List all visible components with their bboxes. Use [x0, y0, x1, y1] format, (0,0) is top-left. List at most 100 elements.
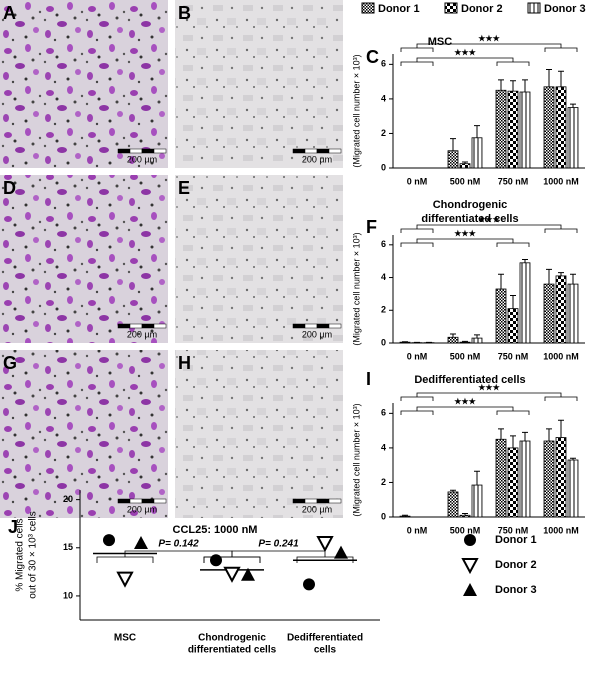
scale-bar: [153, 498, 167, 504]
y-tick-label: 4: [381, 272, 386, 282]
error-bar: [498, 428, 504, 440]
bar: [459, 163, 471, 169]
y-tick-label: 20: [63, 494, 73, 504]
data-point: [134, 535, 148, 549]
bar: [459, 341, 471, 344]
scale-bar: [292, 148, 306, 154]
data-point: [316, 535, 334, 553]
p-value: P= 0.142: [158, 539, 199, 550]
scale-bar: [117, 323, 131, 329]
micrograph: [175, 0, 343, 168]
legend-swatch: [527, 2, 541, 14]
micrograph: [175, 175, 343, 343]
x-tick-label: 0 nM: [407, 525, 428, 535]
chart-title: CCL25: 1000 nM: [173, 524, 258, 536]
panel-label: J: [8, 517, 18, 537]
error-bar: [450, 138, 456, 151]
error-bar: [546, 268, 552, 285]
scale-bar: [141, 323, 155, 329]
bar: [519, 440, 531, 518]
panel-label: G: [3, 353, 17, 373]
scale-bar-label: 200 µm: [127, 154, 157, 164]
y-tick-label: 6: [381, 239, 386, 249]
bar: [543, 86, 555, 169]
x-tick-label: MSC: [114, 633, 136, 644]
error-bar: [498, 273, 504, 289]
legend-swatch: [444, 2, 458, 14]
error-bar: [510, 80, 516, 92]
scale-bar: [153, 323, 167, 329]
y-axis-label: (Migrated cell number × 10³): [351, 403, 361, 516]
significance-bracket: [400, 238, 530, 247]
x-tick-label: 1000 nM: [543, 525, 579, 535]
error-bar: [462, 340, 468, 343]
bar: [495, 89, 507, 169]
y-tick-label: 0: [381, 337, 386, 347]
scale-bar-label: 200 µm: [127, 329, 157, 339]
significance-label: ★★★: [454, 48, 476, 57]
micrograph: [0, 175, 168, 343]
y-tick-label: 0: [381, 511, 386, 521]
chart-title: MSC: [428, 36, 453, 48]
significance-bracket: [400, 43, 578, 52]
error-bar: [570, 457, 576, 460]
data-point: [116, 571, 134, 588]
panel-label: E: [178, 178, 190, 198]
y-axis-label: (Migrated cell number × 10³): [351, 54, 361, 167]
scale-bar: [117, 498, 131, 504]
bar: [567, 283, 579, 344]
error-bar: [522, 79, 528, 92]
error-bar: [510, 295, 516, 309]
bar: [471, 137, 483, 169]
legend-label: Donor 2: [495, 559, 537, 571]
y-tick-label: 0: [381, 162, 386, 172]
bar: [555, 86, 567, 169]
error-bar: [570, 103, 576, 108]
y-axis-label: (Migrated cell number × 10³): [351, 232, 361, 345]
scale-bar-label: 200 µm: [302, 154, 332, 164]
x-tick-label: 750 nM: [498, 176, 529, 186]
y-tick-label: 2: [381, 477, 386, 487]
x-tick-label: 500 nM: [450, 525, 481, 535]
legend-label: Donor 1: [378, 3, 420, 15]
micrograph: [0, 0, 168, 168]
micrograph: [175, 350, 343, 518]
legend-label: Donor 2: [461, 3, 503, 15]
chart-title: Dedifferentiated cells: [414, 374, 525, 386]
x-tick-label: 750 nM: [498, 525, 529, 535]
error-bar: [558, 419, 564, 438]
scale-bar: [304, 498, 318, 504]
error-bar: [558, 70, 564, 87]
x-tick-label: 500 nM: [450, 176, 481, 186]
x-tick-label: Dedifferentiated: [287, 633, 363, 644]
bar: [447, 150, 459, 169]
scale-bar: [153, 148, 167, 154]
scale-bar: [129, 148, 143, 154]
data-point: [223, 566, 241, 583]
significance-label: ★★★: [454, 229, 476, 238]
error-bar: [522, 431, 528, 441]
error-bar: [558, 272, 564, 276]
error-bar: [462, 513, 468, 516]
micrograph: [0, 350, 168, 518]
error-bar: [462, 161, 468, 164]
legend-marker: [461, 558, 479, 575]
data-point: [103, 534, 115, 547]
y-tick-label: 4: [381, 93, 386, 103]
scale-bar: [316, 498, 330, 504]
bar: [399, 341, 411, 344]
error-bar: [474, 470, 480, 486]
error-bar: [546, 428, 552, 441]
scale-bar: [328, 498, 342, 504]
legend-label: Donor 3: [544, 3, 586, 15]
scale-bar-label: 200 µm: [302, 329, 332, 339]
scale-bar: [292, 323, 306, 329]
legend-label: Donor 1: [495, 534, 537, 546]
data-point: [334, 545, 348, 559]
error-bar: [522, 259, 528, 263]
chart-title: differentiated cells: [421, 213, 518, 225]
significance-bracket: [400, 57, 530, 66]
bar: [567, 459, 579, 518]
y-tick-label: 6: [381, 59, 386, 69]
y-axis-label: % Migrated cells: [15, 518, 26, 591]
